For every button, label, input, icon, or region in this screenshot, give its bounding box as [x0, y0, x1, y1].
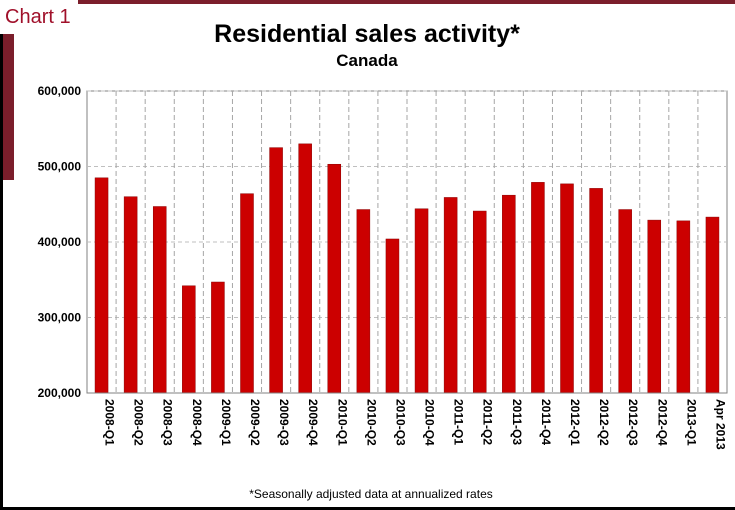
x-tick-label: 2008-Q4: [190, 399, 204, 446]
bar: [705, 216, 720, 394]
bar: [298, 143, 312, 394]
x-tick-label: 2011-Q4: [539, 399, 553, 445]
x-tick-label: 2010-Q2: [364, 399, 378, 446]
bars-layer: [94, 143, 720, 394]
bar: [182, 285, 196, 394]
x-tick-label: 2011-Q2: [481, 399, 495, 445]
chart-label: Chart 1: [5, 6, 71, 28]
x-tick-label: 2010-Q3: [393, 399, 407, 446]
x-tick-label: 2008-Q3: [161, 399, 175, 446]
x-tick-label: 2012-Q1: [568, 399, 582, 446]
x-tick-label: 2010-Q4: [423, 399, 437, 446]
x-tick-label: 2008-Q2: [132, 399, 146, 446]
y-tick-label: 300,000: [38, 311, 82, 325]
chart-title: Residential sales activity*: [214, 20, 520, 48]
x-tick-label: 2010-Q1: [335, 399, 349, 446]
x-tick-label: 2011-Q1: [452, 399, 466, 445]
x-tick-label: 2013-Q1: [684, 399, 698, 446]
bar: [531, 182, 545, 394]
axes-layer: 200,000 300,000 400,000 500,000 600,000 2008-…: [38, 84, 728, 450]
x-tick-label: Apr 2013: [713, 399, 727, 450]
left-accent-bar: [0, 0, 14, 180]
x-tick-label: 2012-Q4: [655, 399, 669, 446]
y-tick-label: 200,000: [38, 386, 82, 400]
bar: [240, 193, 254, 394]
bar: [123, 196, 138, 394]
bar: [356, 209, 371, 394]
x-tick-label: 2009-Q3: [277, 399, 291, 446]
bar: [414, 208, 429, 394]
bar: [211, 281, 225, 394]
bar: [560, 183, 574, 394]
x-tick-label: 2009-Q1: [219, 399, 233, 446]
bar: [676, 220, 691, 394]
chart-subtitle: Canada: [336, 51, 398, 70]
bar: [327, 163, 342, 394]
bar: [502, 194, 516, 394]
x-tick-label: 2012-Q2: [597, 399, 611, 446]
bar: [443, 197, 458, 394]
bar: [472, 210, 487, 394]
y-tick-label: 400,000: [38, 235, 82, 249]
grid-layer: [86, 90, 728, 394]
x-tick-label: 2012-Q3: [626, 399, 640, 446]
bar: [269, 147, 283, 394]
chart-label-tab: Chart 1: [0, 0, 78, 34]
x-tick-label: 2009-Q4: [306, 399, 320, 446]
bar: [385, 238, 400, 394]
y-tick-label: 600,000: [38, 84, 82, 98]
x-tick-label: 2011-Q3: [510, 399, 524, 445]
bar: [647, 219, 662, 394]
bar: [618, 209, 632, 394]
bar: [589, 188, 603, 394]
footnote: *Seasonally adjusted data at annualized …: [249, 487, 493, 501]
x-tick-label: 2008-Q1: [103, 399, 117, 446]
top-border: [0, 0, 735, 4]
x-tick-label: 2009-Q2: [248, 399, 262, 446]
bar: [94, 177, 109, 394]
bar: [152, 206, 167, 394]
y-tick-label: 500,000: [38, 160, 82, 174]
